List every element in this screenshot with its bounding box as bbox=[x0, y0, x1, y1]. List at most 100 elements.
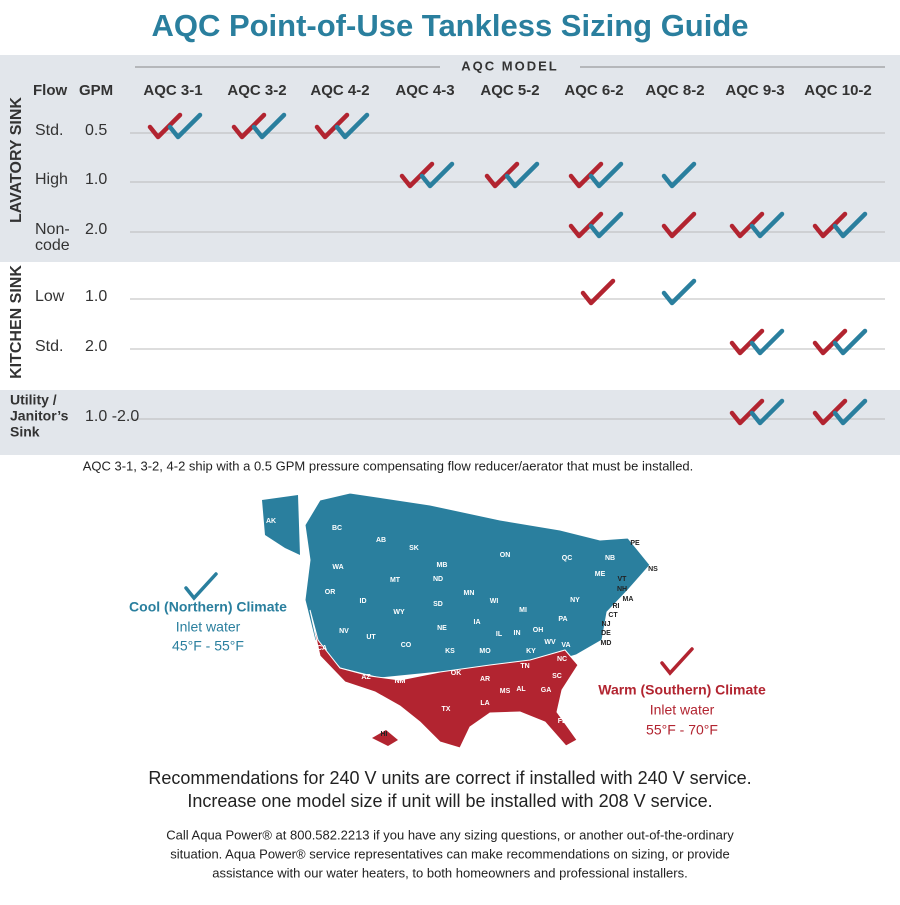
gpm-header: GPM bbox=[79, 82, 113, 99]
state-label: ID bbox=[360, 598, 367, 605]
state-label: AZ bbox=[361, 674, 371, 681]
state-label: AR bbox=[480, 676, 490, 683]
cool-line: Inlet water bbox=[176, 619, 241, 635]
check-cool bbox=[749, 211, 785, 239]
cool-region bbox=[304, 492, 651, 679]
check-warm bbox=[147, 112, 183, 140]
state-label: MB bbox=[437, 562, 448, 569]
state-label: AB bbox=[376, 537, 386, 544]
state-label: OK bbox=[451, 670, 462, 677]
state-label: WA bbox=[332, 564, 343, 571]
check-cool bbox=[661, 278, 697, 306]
check-warm bbox=[729, 328, 765, 356]
gpm-value: 0.5 bbox=[85, 122, 107, 139]
state-label: OH bbox=[533, 627, 544, 634]
row-label: Std. bbox=[35, 122, 63, 139]
gpm-value: 1.0 -2.0 bbox=[85, 408, 139, 425]
state-label: SK bbox=[409, 545, 419, 552]
state-label: UT bbox=[366, 634, 376, 641]
model-label: AQC 6-2 bbox=[564, 82, 623, 99]
model-label: AQC 4-2 bbox=[310, 82, 369, 99]
cool-range: 45°F - 55°F bbox=[172, 638, 244, 654]
state-label: ND bbox=[433, 576, 443, 583]
check-warm bbox=[484, 161, 520, 189]
state-label: CT bbox=[608, 612, 618, 619]
title: AQC Point-of-Use Tankless Sizing Guide bbox=[151, 8, 748, 43]
check-cool bbox=[334, 112, 370, 140]
recommendation: Increase one model size if unit will be … bbox=[187, 791, 712, 811]
row-label: Sink bbox=[10, 424, 40, 440]
warm-line: Inlet water bbox=[650, 702, 715, 718]
check-warm bbox=[399, 161, 435, 189]
gpm-value: 2.0 bbox=[85, 221, 107, 238]
state-label: IA bbox=[474, 619, 481, 626]
check-warm bbox=[729, 398, 765, 426]
state-label: VT bbox=[618, 576, 628, 583]
state-label: CO bbox=[401, 642, 412, 649]
gpm-value: 2.0 bbox=[85, 338, 107, 355]
gpm-value: 1.0 bbox=[85, 288, 107, 305]
group-label: LAVATORY SINK bbox=[8, 97, 25, 223]
state-label: PA bbox=[558, 616, 567, 623]
state-label: TX bbox=[442, 706, 451, 713]
check-cool bbox=[588, 211, 624, 239]
state-label: GA bbox=[541, 687, 552, 694]
hawaii bbox=[372, 730, 398, 746]
state-label: FL bbox=[558, 718, 567, 725]
map bbox=[262, 492, 651, 749]
state-label: IN bbox=[514, 630, 521, 637]
state-label: MS bbox=[500, 688, 511, 695]
check-warm bbox=[568, 211, 604, 239]
state-label: MD bbox=[601, 640, 612, 647]
state-label: KY bbox=[526, 648, 536, 655]
contact: assistance with our water heaters, to bo… bbox=[212, 865, 687, 880]
warm-title: Warm (Southern) Climate bbox=[598, 682, 766, 698]
recommendation: Recommendations for 240 V units are corr… bbox=[148, 768, 751, 788]
model-label: AQC 5-2 bbox=[480, 82, 539, 99]
state-label: SD bbox=[433, 601, 443, 608]
state-label: IL bbox=[496, 631, 503, 638]
state-label: MT bbox=[390, 577, 401, 584]
model-label: AQC 8-2 bbox=[645, 82, 704, 99]
model-label: AQC 3-2 bbox=[227, 82, 286, 99]
state-label: SC bbox=[552, 673, 562, 680]
state-label: NB bbox=[605, 555, 615, 562]
state-label: MA bbox=[623, 596, 634, 603]
model-header: AQC MODEL bbox=[461, 58, 558, 73]
state-label: NJ bbox=[602, 621, 611, 628]
state-label: MO bbox=[479, 648, 491, 655]
model-label: AQC 3-1 bbox=[143, 82, 202, 99]
state-label: WV bbox=[544, 639, 556, 646]
state-label: NM bbox=[395, 678, 406, 685]
state-label: WY bbox=[393, 609, 405, 616]
check-warm bbox=[314, 112, 350, 140]
check-warm bbox=[231, 112, 267, 140]
state-label: ME bbox=[595, 571, 606, 578]
state-label: MN bbox=[464, 590, 475, 597]
state-label: RI bbox=[613, 603, 620, 610]
model-label: AQC 9-3 bbox=[725, 82, 784, 99]
warm-check bbox=[660, 647, 694, 676]
group-label: KITCHEN SINK bbox=[8, 265, 25, 379]
state-label: NE bbox=[437, 625, 447, 632]
warm-region bbox=[309, 609, 579, 749]
check-cool bbox=[251, 112, 287, 140]
contact: Call Aqua Power® at 800.582.2213 if you … bbox=[166, 827, 734, 842]
state-label: ON bbox=[500, 552, 511, 559]
check-warm bbox=[568, 161, 604, 189]
state-label: NC bbox=[557, 656, 567, 663]
row-label: Janitor’s bbox=[10, 408, 69, 424]
state-label: TN bbox=[520, 663, 529, 670]
model-label: AQC 4-3 bbox=[395, 82, 454, 99]
state-label: OR bbox=[325, 589, 336, 596]
state-label: NY bbox=[570, 597, 580, 604]
row-label: code bbox=[35, 237, 70, 254]
check-warm bbox=[729, 211, 765, 239]
state-label: LA bbox=[480, 700, 489, 707]
state-label: WI bbox=[490, 598, 499, 605]
state-label: AK bbox=[266, 518, 276, 525]
check-cool bbox=[504, 161, 540, 189]
state-label: PE bbox=[630, 540, 640, 547]
check-warm bbox=[812, 211, 848, 239]
